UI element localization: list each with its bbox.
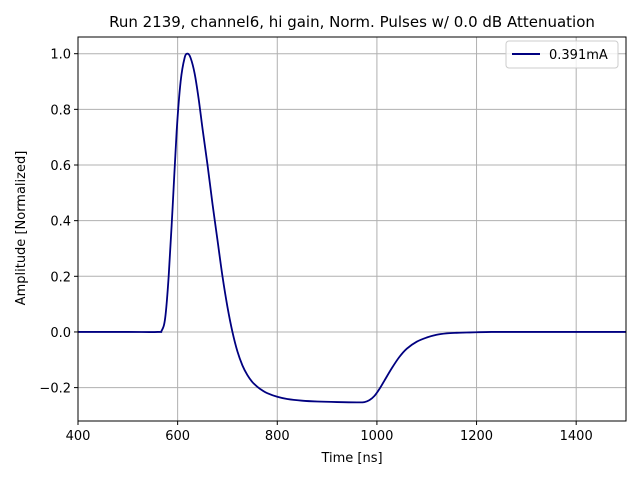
- legend-label: 0.391mA: [549, 48, 608, 63]
- x-tick-label: 1400: [560, 429, 593, 444]
- legend: 0.391mA: [505, 40, 619, 69]
- legend-box: [505, 40, 619, 69]
- x-tick-label: 400: [66, 429, 91, 444]
- y-axis: −0.2 0.0 0.2 0.4 0.6 0.8 1.0: [39, 48, 78, 397]
- y-tick-label: 0.4: [50, 215, 71, 230]
- grid: [77, 37, 626, 421]
- y-tick-label: 0.2: [50, 270, 71, 285]
- y-tick-label: 0.6: [50, 159, 71, 174]
- x-tick-label: 600: [165, 429, 190, 444]
- series-line: [78, 52, 626, 404]
- x-tick-label: 800: [265, 429, 290, 444]
- x-axis: 400 600 800 1000 1200 1400: [66, 421, 593, 444]
- plot-frame: [77, 36, 627, 422]
- x-tick-label: 1200: [460, 429, 493, 444]
- y-tick-label: 0.0: [50, 326, 71, 341]
- chart-title: Run 2139, channel6, hi gain, Norm. Pulse…: [109, 13, 595, 31]
- series-layer: [78, 52, 626, 404]
- y-tick-label: 0.8: [50, 103, 71, 118]
- y-tick-label: 1.0: [50, 48, 71, 63]
- x-axis-label: Time [ns]: [320, 451, 382, 466]
- x-tick-label: 1000: [360, 429, 393, 444]
- y-tick-label: −0.2: [39, 382, 71, 397]
- y-axis-label: Amplitude [Normalized]: [14, 151, 29, 306]
